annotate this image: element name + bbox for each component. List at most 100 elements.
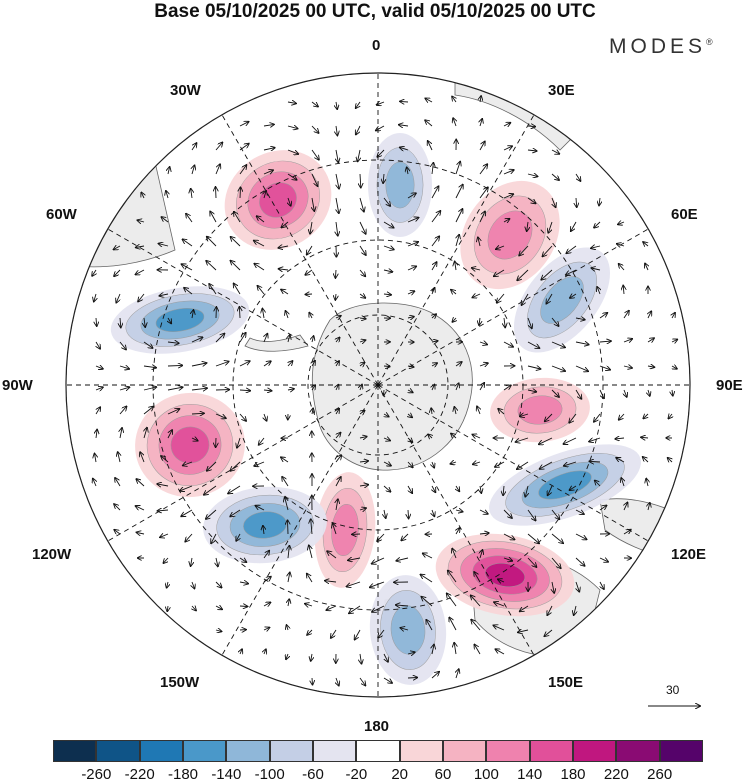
wind-vector — [668, 414, 672, 419]
anomaly-fields — [110, 133, 641, 685]
wind-vector — [597, 287, 600, 295]
wind-vector — [432, 385, 435, 391]
wind-vector — [396, 605, 409, 606]
lon-label-30w: 30W — [170, 82, 201, 99]
wind-vector — [431, 236, 439, 247]
wind-vector — [281, 221, 289, 228]
wind-vector — [548, 485, 553, 495]
brand-name: MODES — [609, 35, 707, 58]
wind-vector — [167, 342, 179, 343]
modes-logo: MODES® — [609, 35, 713, 59]
wind-vector — [336, 433, 341, 439]
wind-vector — [191, 438, 198, 441]
wind-vector — [401, 533, 409, 540]
wind-vector — [263, 170, 273, 174]
wind-vector — [167, 605, 168, 611]
lon-label-90w: 90W — [2, 377, 33, 394]
colorbar-tick-label: 100 — [473, 766, 499, 783]
colorbar-tick-label: 20 — [391, 766, 408, 783]
wind-vector — [452, 549, 457, 559]
wind-vector — [641, 437, 649, 438]
wind-vector — [432, 163, 433, 175]
wind-vector — [503, 194, 513, 199]
colorbar-segment — [313, 740, 357, 762]
wind-vector — [452, 318, 456, 322]
wind-vector — [384, 509, 386, 518]
colorbar-tick-label: 260 — [647, 766, 673, 783]
wind-vector — [496, 246, 505, 249]
wind-vector — [377, 102, 385, 105]
wind-vector — [240, 187, 241, 199]
wind-vector — [575, 389, 581, 399]
wind-vector — [619, 264, 625, 271]
wind-vector — [517, 269, 529, 280]
wind-vector — [256, 506, 265, 511]
wind-vector — [503, 219, 510, 222]
wind-vector — [336, 173, 339, 189]
wind-vector — [336, 409, 339, 415]
wind-vector — [239, 558, 246, 562]
wind-vector — [548, 221, 553, 233]
wind-vector — [591, 246, 601, 248]
wind-vector — [230, 461, 241, 471]
wind-vector — [425, 120, 433, 127]
wind-vector — [181, 509, 193, 516]
wind-vector — [137, 532, 145, 534]
wind-vector — [239, 165, 246, 175]
wind-vector — [451, 290, 457, 294]
wind-vector — [263, 124, 274, 126]
wind-vector — [254, 264, 265, 271]
wind-vector — [407, 266, 416, 270]
wind-vector — [527, 509, 536, 521]
wind-vector — [336, 677, 339, 686]
wind-vector — [448, 571, 457, 583]
lon-label-120w: 120W — [32, 546, 72, 563]
wind-vector — [480, 550, 483, 559]
wind-vector — [286, 311, 289, 319]
wind-vector — [480, 383, 484, 391]
wind-vector — [563, 437, 577, 444]
wind-vector — [431, 186, 439, 199]
colorbar-tick-label: -180 — [167, 766, 199, 783]
latitude-circle — [307, 314, 449, 456]
wind-vector — [645, 264, 648, 271]
wind-vector — [525, 485, 528, 497]
wind-vector — [254, 461, 265, 466]
wind-vector — [120, 428, 122, 439]
wind-vector — [144, 428, 147, 439]
wind-vector — [96, 407, 100, 415]
wind-vector — [423, 553, 433, 559]
wind-vector — [310, 221, 312, 234]
colorbar-tick-label: 180 — [560, 766, 586, 783]
wind-vector — [161, 456, 169, 463]
wind-vector — [547, 605, 553, 615]
wind-vector — [383, 270, 392, 272]
wind-vector — [456, 485, 459, 491]
wind-vector — [168, 167, 170, 175]
wind-vector — [399, 125, 409, 126]
wind-vector — [288, 361, 293, 367]
wind-vector — [479, 317, 480, 325]
wind-vector — [407, 193, 416, 199]
wind-vector — [119, 341, 126, 350]
wind-vector — [518, 630, 529, 632]
colorbar-segment — [659, 740, 703, 762]
wind-vector — [431, 363, 437, 366]
land-shape — [311, 302, 473, 471]
wind-vector — [377, 533, 385, 541]
wind-vector — [311, 173, 318, 186]
wind-vector — [183, 462, 193, 466]
wind-vector — [264, 334, 267, 343]
wind-vector — [143, 366, 156, 368]
wind-vector — [503, 146, 512, 150]
wind-vector — [456, 528, 460, 535]
wind-vector — [191, 413, 204, 414]
anomaly-contour — [540, 276, 584, 324]
wind-vector — [408, 438, 412, 442]
wind-vector — [472, 268, 481, 270]
wind-vector — [359, 485, 368, 486]
wind-vector — [263, 577, 271, 583]
wind-vector — [504, 317, 505, 327]
wind-vector — [623, 311, 629, 319]
